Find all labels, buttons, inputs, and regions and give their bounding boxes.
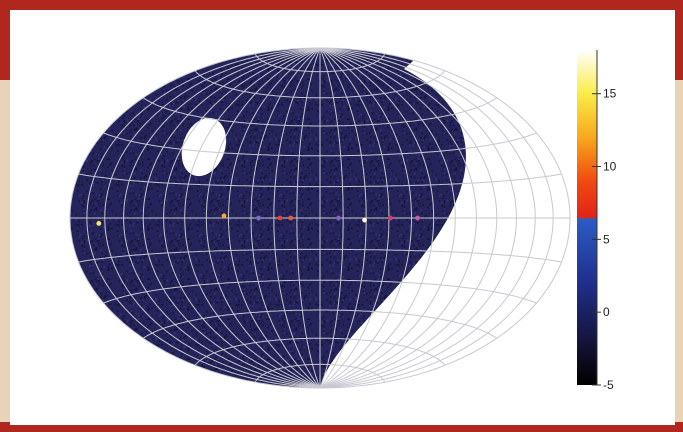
- frame-bottom-band: [0, 422, 683, 432]
- excluded-region: [320, 60, 570, 388]
- hot-spot: [415, 215, 420, 221]
- parallel-line: [142, 97, 498, 127]
- colorbar-tick-label: 0: [603, 305, 610, 319]
- parallel-line: [254, 53, 386, 73]
- hot-spot: [336, 215, 341, 221]
- colorbar-tick-label: -5: [603, 378, 614, 392]
- colorbar: 15 10 5 0 -5: [577, 50, 617, 392]
- hot-spot: [362, 217, 367, 223]
- parallel-line: [78, 248, 562, 263]
- colorbar-tick-label: 15: [603, 87, 617, 101]
- colorbar-scale: [577, 50, 597, 385]
- map-outline: [69, 47, 571, 389]
- parallel-line: [103, 279, 537, 304]
- parallel-line: [254, 363, 386, 383]
- colorbar-tick-label: 10: [603, 160, 617, 174]
- parallel-line: [78, 173, 562, 188]
- hot-spot: [256, 215, 261, 221]
- hot-spot: [288, 215, 294, 221]
- hot-spot: [277, 215, 283, 221]
- colorbar-tick-label: 5: [603, 232, 610, 246]
- hot-spot: [388, 215, 393, 221]
- parallel-line: [194, 337, 446, 366]
- parallel-line: [194, 70, 446, 99]
- parallel-line: [142, 309, 498, 339]
- graticule: [69, 47, 571, 389]
- hot-spot: [96, 221, 102, 226]
- parallel-line: [103, 132, 537, 157]
- hot-spots: [96, 213, 420, 226]
- hot-spot: [221, 213, 227, 219]
